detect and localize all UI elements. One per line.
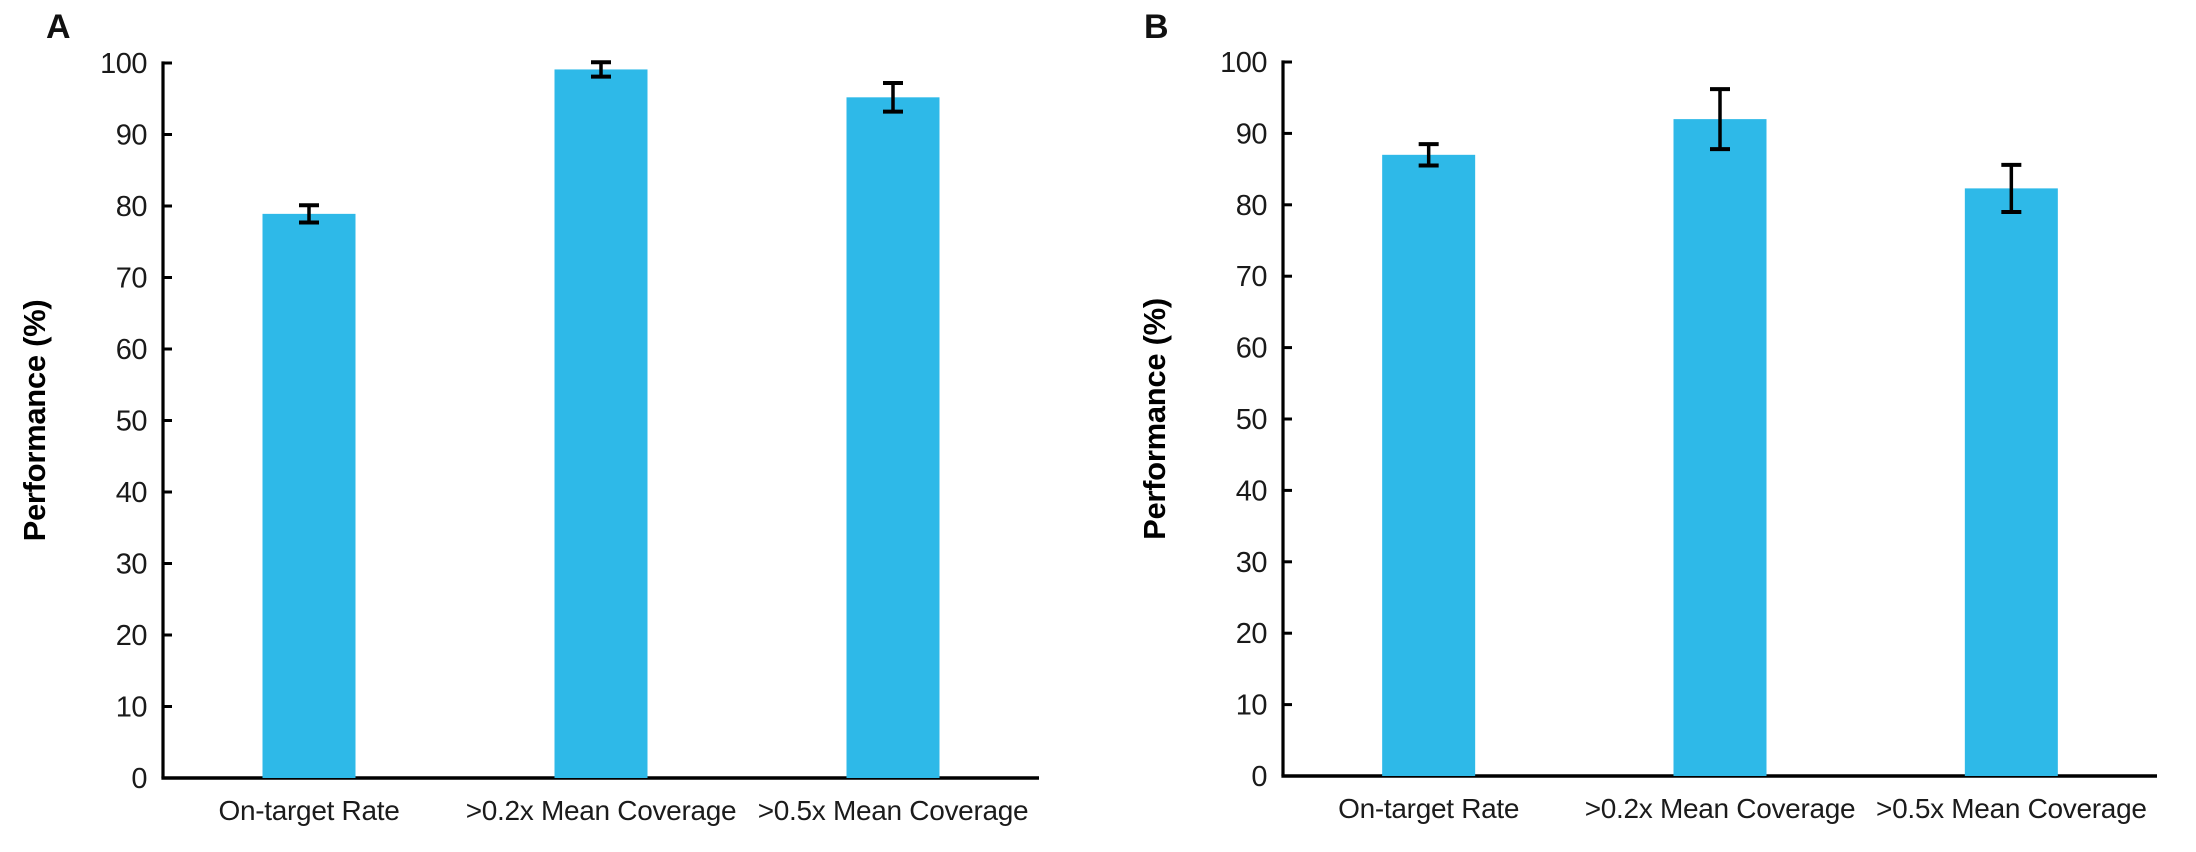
y-tick-label: 40 [116,477,147,509]
y-tick-label: 30 [1236,547,1267,579]
y-tick-label: 80 [116,191,147,223]
y-tick-label: 90 [116,120,147,152]
y-tick-label: 50 [1236,404,1267,436]
y-tick-label: 10 [1236,690,1267,722]
y-tick-label: 70 [116,263,147,295]
bar [1964,188,2058,777]
y-tick-label: 80 [1236,190,1267,222]
bar [262,213,356,779]
y-tick-label: 100 [1220,47,1267,79]
y-tick-label: 20 [1236,618,1267,650]
panel-a-chart: 0 10 20 30 40 50 60 70 80 90 100 Performance (%) On-… [17,48,1039,826]
x-category-label: >0.2x Mean Coverage [1585,793,1856,824]
x-category-label: >0.2x Mean Coverage [466,795,737,826]
panel-b-letter: B [1144,8,1169,46]
x-category-label: >0.5x Mean Coverage [1876,793,2147,824]
y-tick-label: 0 [1251,761,1267,793]
panel-b: B 0 10 20 30 40 50 60 70 80 90 100 Performance (%) O… [1098,0,2196,852]
panel-a: A 0 10 20 30 40 50 60 70 80 90 100 Performance (%) O… [17,8,1039,826]
y-tick-label: 0 [131,763,147,795]
x-category-label: On-target Rate [219,795,400,826]
x-category-label: On-target Rate [1338,793,1519,824]
y-tick-label: 70 [1236,261,1267,293]
y-tick-label: 100 [100,48,147,80]
bar [1673,119,1767,777]
y-tick-label: 90 [1236,118,1267,150]
y-axis-title: Performance (%) [1137,298,1172,540]
bar [846,97,940,778]
y-tick-label: 50 [116,406,147,438]
y-tick-label: 10 [116,692,147,724]
y-tick-label: 40 [1236,475,1267,507]
y-tick-label: 20 [116,620,147,652]
y-axis-title: Performance (%) [17,300,52,542]
bar [554,69,648,778]
bar [1382,154,1476,776]
panel-a-letter: A [46,8,71,46]
y-tick-label: 60 [116,334,147,366]
x-category-label: >0.5x Mean Coverage [758,795,1029,826]
y-tick-label: 30 [116,549,147,581]
y-tick-label: 60 [1236,333,1267,365]
panel-b-chart: 0 10 20 30 40 50 60 70 80 90 100 Performance (%) On-… [1137,47,2157,824]
